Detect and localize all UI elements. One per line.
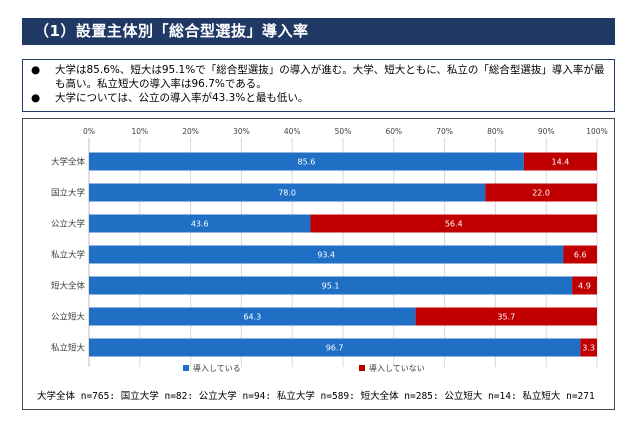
x-tick-label: 60% [385,127,402,136]
data-label: 14.4 [552,158,570,167]
category-label: 公立短大 [51,312,86,323]
legend-swatch [183,365,189,371]
chart-frame [22,118,615,410]
x-tick-label: 100% [586,127,607,136]
data-label: 43.6 [191,220,209,229]
category-label: 私立短大 [51,343,86,354]
bullet-icon: ● [31,92,41,104]
x-tick-label: 0% [83,127,95,136]
bar-segment [563,245,597,264]
x-tick-label: 40% [284,127,301,136]
category-label: 大学全体 [51,157,86,168]
summary-bullet-2: ● 大学については、公立の導入率が43.3%と最も低い。 [31,91,606,105]
bullet-icon: ● [31,64,41,76]
legend-label: 導入している [193,363,241,373]
summary-text-2: 大学については、公立の導入率が43.3%と最も低い。 [55,92,309,104]
bar-segment [485,183,597,202]
data-label: 6.6 [574,251,587,260]
sample-size-note: 大学全体 n=765: 国立大学 n=82: 公立大学 n=94: 私立大学 n… [37,391,595,402]
bar-segment [89,307,416,326]
bar-segment [523,152,597,171]
x-tick-label: 70% [436,127,453,136]
x-tick-label: 80% [487,127,504,136]
page-title: （1）設置主体別「総合型選抜」導入率 [22,18,615,45]
data-label: 56.4 [445,220,463,229]
summary-text-1: 大学は85.6%、短大は95.1%で「総合型選抜」の導入が進む。大学、短大ともに… [55,64,605,90]
data-label: 4.9 [578,282,591,291]
category-label: 短大全体 [51,281,86,292]
bar-segment [89,276,573,295]
bar-segment [89,183,486,202]
category-label: 公立大学 [51,219,86,230]
legend-swatch [359,365,365,371]
x-tick-label: 50% [335,127,352,136]
data-label: 3.3 [582,344,595,353]
bar-segment [89,152,524,171]
x-tick-label: 20% [182,127,199,136]
data-label: 96.7 [326,344,344,353]
bar-segment [310,214,597,233]
bar-segment [89,338,581,357]
legend-label: 導入していない [369,363,425,373]
data-label: 95.1 [322,282,340,291]
x-tick-label: 90% [538,127,555,136]
data-label: 64.3 [243,313,261,322]
bar-segment [572,276,597,295]
bar-segment [89,214,311,233]
category-label: 私立大学 [51,250,86,261]
summary-box: ● 大学は85.6%、短大は95.1%で「総合型選抜」の導入が進む。大学、短大と… [22,59,615,112]
bar-segment [415,307,597,326]
data-label: 85.6 [298,158,316,167]
data-label: 78.0 [278,189,296,198]
summary-bullet-1: ● 大学は85.6%、短大は95.1%で「総合型選抜」の導入が進む。大学、短大と… [31,63,606,91]
x-tick-label: 10% [131,127,148,136]
data-label: 35.7 [497,313,515,322]
x-tick-label: 30% [233,127,250,136]
bar-segment [89,245,564,264]
bar-segment [580,338,597,357]
data-label: 22.0 [532,189,550,198]
category-label: 国立大学 [51,188,86,199]
data-label: 93.4 [317,251,335,260]
